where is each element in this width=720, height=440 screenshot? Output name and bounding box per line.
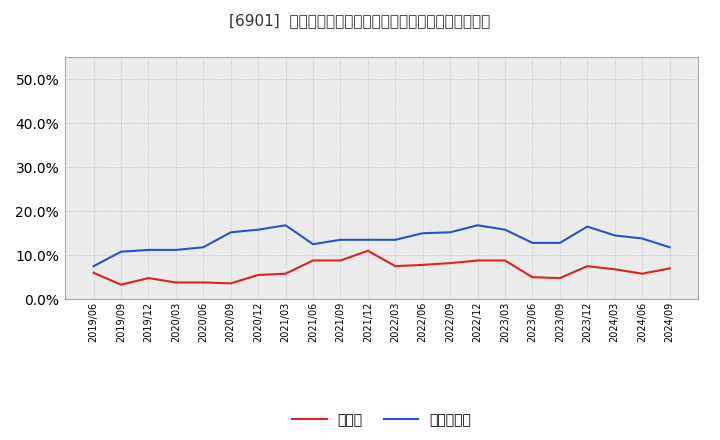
有利子負債	[500, 227, 509, 232]
現預金	[556, 275, 564, 281]
有利子負債	[117, 249, 125, 254]
現預金	[418, 262, 427, 268]
有利子負債	[309, 242, 318, 247]
現預金	[89, 270, 98, 275]
現預金	[364, 248, 372, 253]
現預金	[282, 271, 290, 276]
有利子負債	[226, 230, 235, 235]
現預金	[254, 272, 263, 278]
現預金	[500, 258, 509, 263]
有利子負債	[611, 233, 619, 238]
現預金	[336, 258, 345, 263]
有利子負債	[418, 231, 427, 236]
有利子負債	[199, 245, 207, 250]
現預金	[144, 275, 153, 281]
有利子負債	[171, 247, 180, 253]
現預金	[309, 258, 318, 263]
有利子負債	[638, 236, 647, 241]
現預金	[446, 260, 454, 266]
有利子負債	[282, 223, 290, 228]
有利子負債	[528, 240, 537, 246]
現預金	[473, 258, 482, 263]
現預金	[391, 264, 400, 269]
現預金	[528, 275, 537, 280]
Legend: 現預金, 有利子負債: 現預金, 有利子負債	[287, 408, 477, 433]
有利子負債	[391, 237, 400, 242]
現預金	[226, 281, 235, 286]
有利子負債	[665, 245, 674, 250]
現預金	[583, 264, 592, 269]
有利子負債	[336, 237, 345, 242]
有利子負債	[473, 223, 482, 228]
現預金	[199, 280, 207, 285]
有利子負債	[583, 224, 592, 229]
Line: 有利子負債: 有利子負債	[94, 225, 670, 266]
有利子負債	[446, 230, 454, 235]
有利子負債	[144, 247, 153, 253]
現預金	[171, 280, 180, 285]
有利子負債	[364, 237, 372, 242]
現預金	[117, 282, 125, 287]
有利子負債	[254, 227, 263, 232]
有利子負債	[556, 240, 564, 246]
現預金	[611, 267, 619, 272]
現預金	[665, 266, 674, 271]
Text: [6901]  現預金、有利子負債の総資産に対する比率の推移: [6901] 現預金、有利子負債の総資産に対する比率の推移	[230, 13, 490, 28]
Line: 現預金: 現預金	[94, 251, 670, 285]
現預金	[638, 271, 647, 276]
有利子負債	[89, 264, 98, 269]
